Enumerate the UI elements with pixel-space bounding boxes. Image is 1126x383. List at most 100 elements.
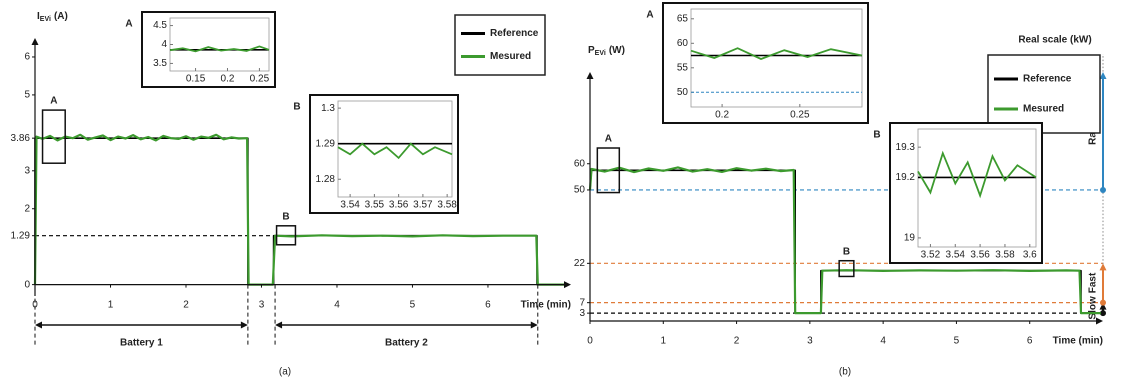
x-tick-label: 3 <box>259 299 265 310</box>
legend-label: Mesured <box>490 51 531 62</box>
zoom-box <box>838 259 855 278</box>
inset-box <box>662 2 869 124</box>
zoom-label: B <box>282 211 289 222</box>
inset-frame <box>337 100 453 198</box>
inset-y-tick-label: 1.29 <box>316 138 336 149</box>
legend-label: Mesured <box>1023 104 1064 115</box>
legend-box <box>987 54 1101 134</box>
y-tick-label: 3.86 <box>11 133 31 144</box>
arrow-head <box>564 281 571 289</box>
x-tick-label: 6 <box>1027 336 1033 347</box>
inset-x-tick-label: 0.2 <box>715 110 729 121</box>
legend-label: Reference <box>490 28 539 39</box>
inset-x-tick-label: 0.2 <box>221 74 235 85</box>
inset-y-tick-label: 1.28 <box>316 174 336 185</box>
band-label: Slow <box>1088 296 1099 320</box>
inset-series-line <box>690 47 863 60</box>
inset-y-tick-label: 1.3 <box>321 103 335 114</box>
band-label: Fast <box>1088 272 1099 293</box>
inset-y-tick-label: 65 <box>677 13 689 24</box>
arrow-head <box>1099 302 1107 310</box>
y-axis-label: IEVi (A) <box>37 11 68 23</box>
inset-x-tick-label: 3.58 <box>437 200 457 211</box>
arrow-head <box>31 38 39 45</box>
x-axis-label: Time (min) <box>521 299 571 310</box>
y-label-main: P <box>588 45 595 56</box>
y-label-sub: EVi <box>40 16 51 23</box>
zoom-label: A <box>50 96 57 107</box>
x-tick-label: 1 <box>661 336 667 347</box>
inset-x-tick-label: 3.54 <box>946 250 966 261</box>
band-start <box>1100 310 1106 317</box>
inset-y-tick-label: 55 <box>677 62 689 73</box>
inset-y-tick-label: 3.5 <box>153 58 167 69</box>
series-line <box>588 166 1101 315</box>
inset-x-tick-label: 3.57 <box>413 200 433 211</box>
caption: (b) <box>839 367 851 378</box>
y-tick-label: 2 <box>24 203 30 214</box>
y-axis-label: PEVi (W) <box>588 45 625 57</box>
inset-frame <box>917 128 1037 248</box>
inset-series-line <box>169 45 270 53</box>
inset-series-line <box>917 150 1037 199</box>
inset-label: A <box>646 10 653 21</box>
arrow-head <box>586 72 594 79</box>
legend-label: Reference <box>1023 74 1072 85</box>
series-line <box>34 137 568 286</box>
arrow-head <box>1096 317 1103 325</box>
inset-frame <box>690 8 863 108</box>
y-tick-label: 7 <box>579 297 585 308</box>
inset-y-tick-label: 4 <box>161 39 167 50</box>
inset-x-tick-label: 3.54 <box>340 200 360 211</box>
x-tick-label: 0 <box>587 336 593 347</box>
y-label-main: I <box>37 11 40 22</box>
inset-x-tick-label: 0.25 <box>790 110 810 121</box>
x-tick-label: 4 <box>334 299 340 310</box>
inset-box <box>889 122 1043 264</box>
band-start <box>1100 186 1106 193</box>
x-tick-label: 2 <box>183 299 189 310</box>
inset-y-tick-label: 4.5 <box>153 20 167 31</box>
y-tick-label: 6 <box>24 52 30 63</box>
zoom-label: B <box>843 246 850 257</box>
inset-x-tick-label: 3.52 <box>921 250 941 261</box>
zoom-box <box>596 147 621 194</box>
span-label: Battery 1 <box>120 338 163 349</box>
series-line <box>33 133 568 286</box>
inset-x-tick-label: 3.56 <box>970 250 990 261</box>
caption: (a) <box>279 367 291 378</box>
legend-box <box>454 14 546 76</box>
inset-x-tick-label: 3.6 <box>1023 250 1037 261</box>
x-tick-label: 3 <box>807 336 813 347</box>
inset-y-tick-label: 19 <box>904 233 916 244</box>
inset-y-tick-label: 19.2 <box>896 172 916 183</box>
y-tick-label: 60 <box>574 158 586 169</box>
y-label-sub: EVi <box>595 50 606 57</box>
y-tick-label: 50 <box>574 185 586 196</box>
y-tick-label: 3 <box>24 165 30 176</box>
y-tick-label: 1.29 <box>11 230 31 241</box>
arrow-head <box>1099 72 1107 79</box>
inset-x-tick-label: 3.56 <box>389 200 409 211</box>
x-tick-label: 2 <box>734 336 740 347</box>
x-tick-label: 0 <box>32 299 38 310</box>
y-label-unit: (A) <box>54 11 68 22</box>
inset-x-tick-label: 0.15 <box>186 74 206 85</box>
inset-x-tick-label: 3.58 <box>995 250 1015 261</box>
y-tick-label: 5 <box>24 90 30 101</box>
zoom-box <box>275 225 297 246</box>
x-tick-label: 4 <box>880 336 886 347</box>
arrow-head <box>275 321 283 329</box>
arrow-head <box>530 321 538 329</box>
x-tick-label: 1 <box>108 299 114 310</box>
x-tick-label: 6 <box>485 299 491 310</box>
arrow-head <box>240 321 248 329</box>
inset-y-tick-label: 19.3 <box>896 142 916 153</box>
x-axis-label: Time (min) <box>1053 336 1103 347</box>
inset-y-tick-label: 60 <box>677 38 689 49</box>
inset-series-line <box>337 142 453 160</box>
arrow-head <box>1099 263 1107 271</box>
